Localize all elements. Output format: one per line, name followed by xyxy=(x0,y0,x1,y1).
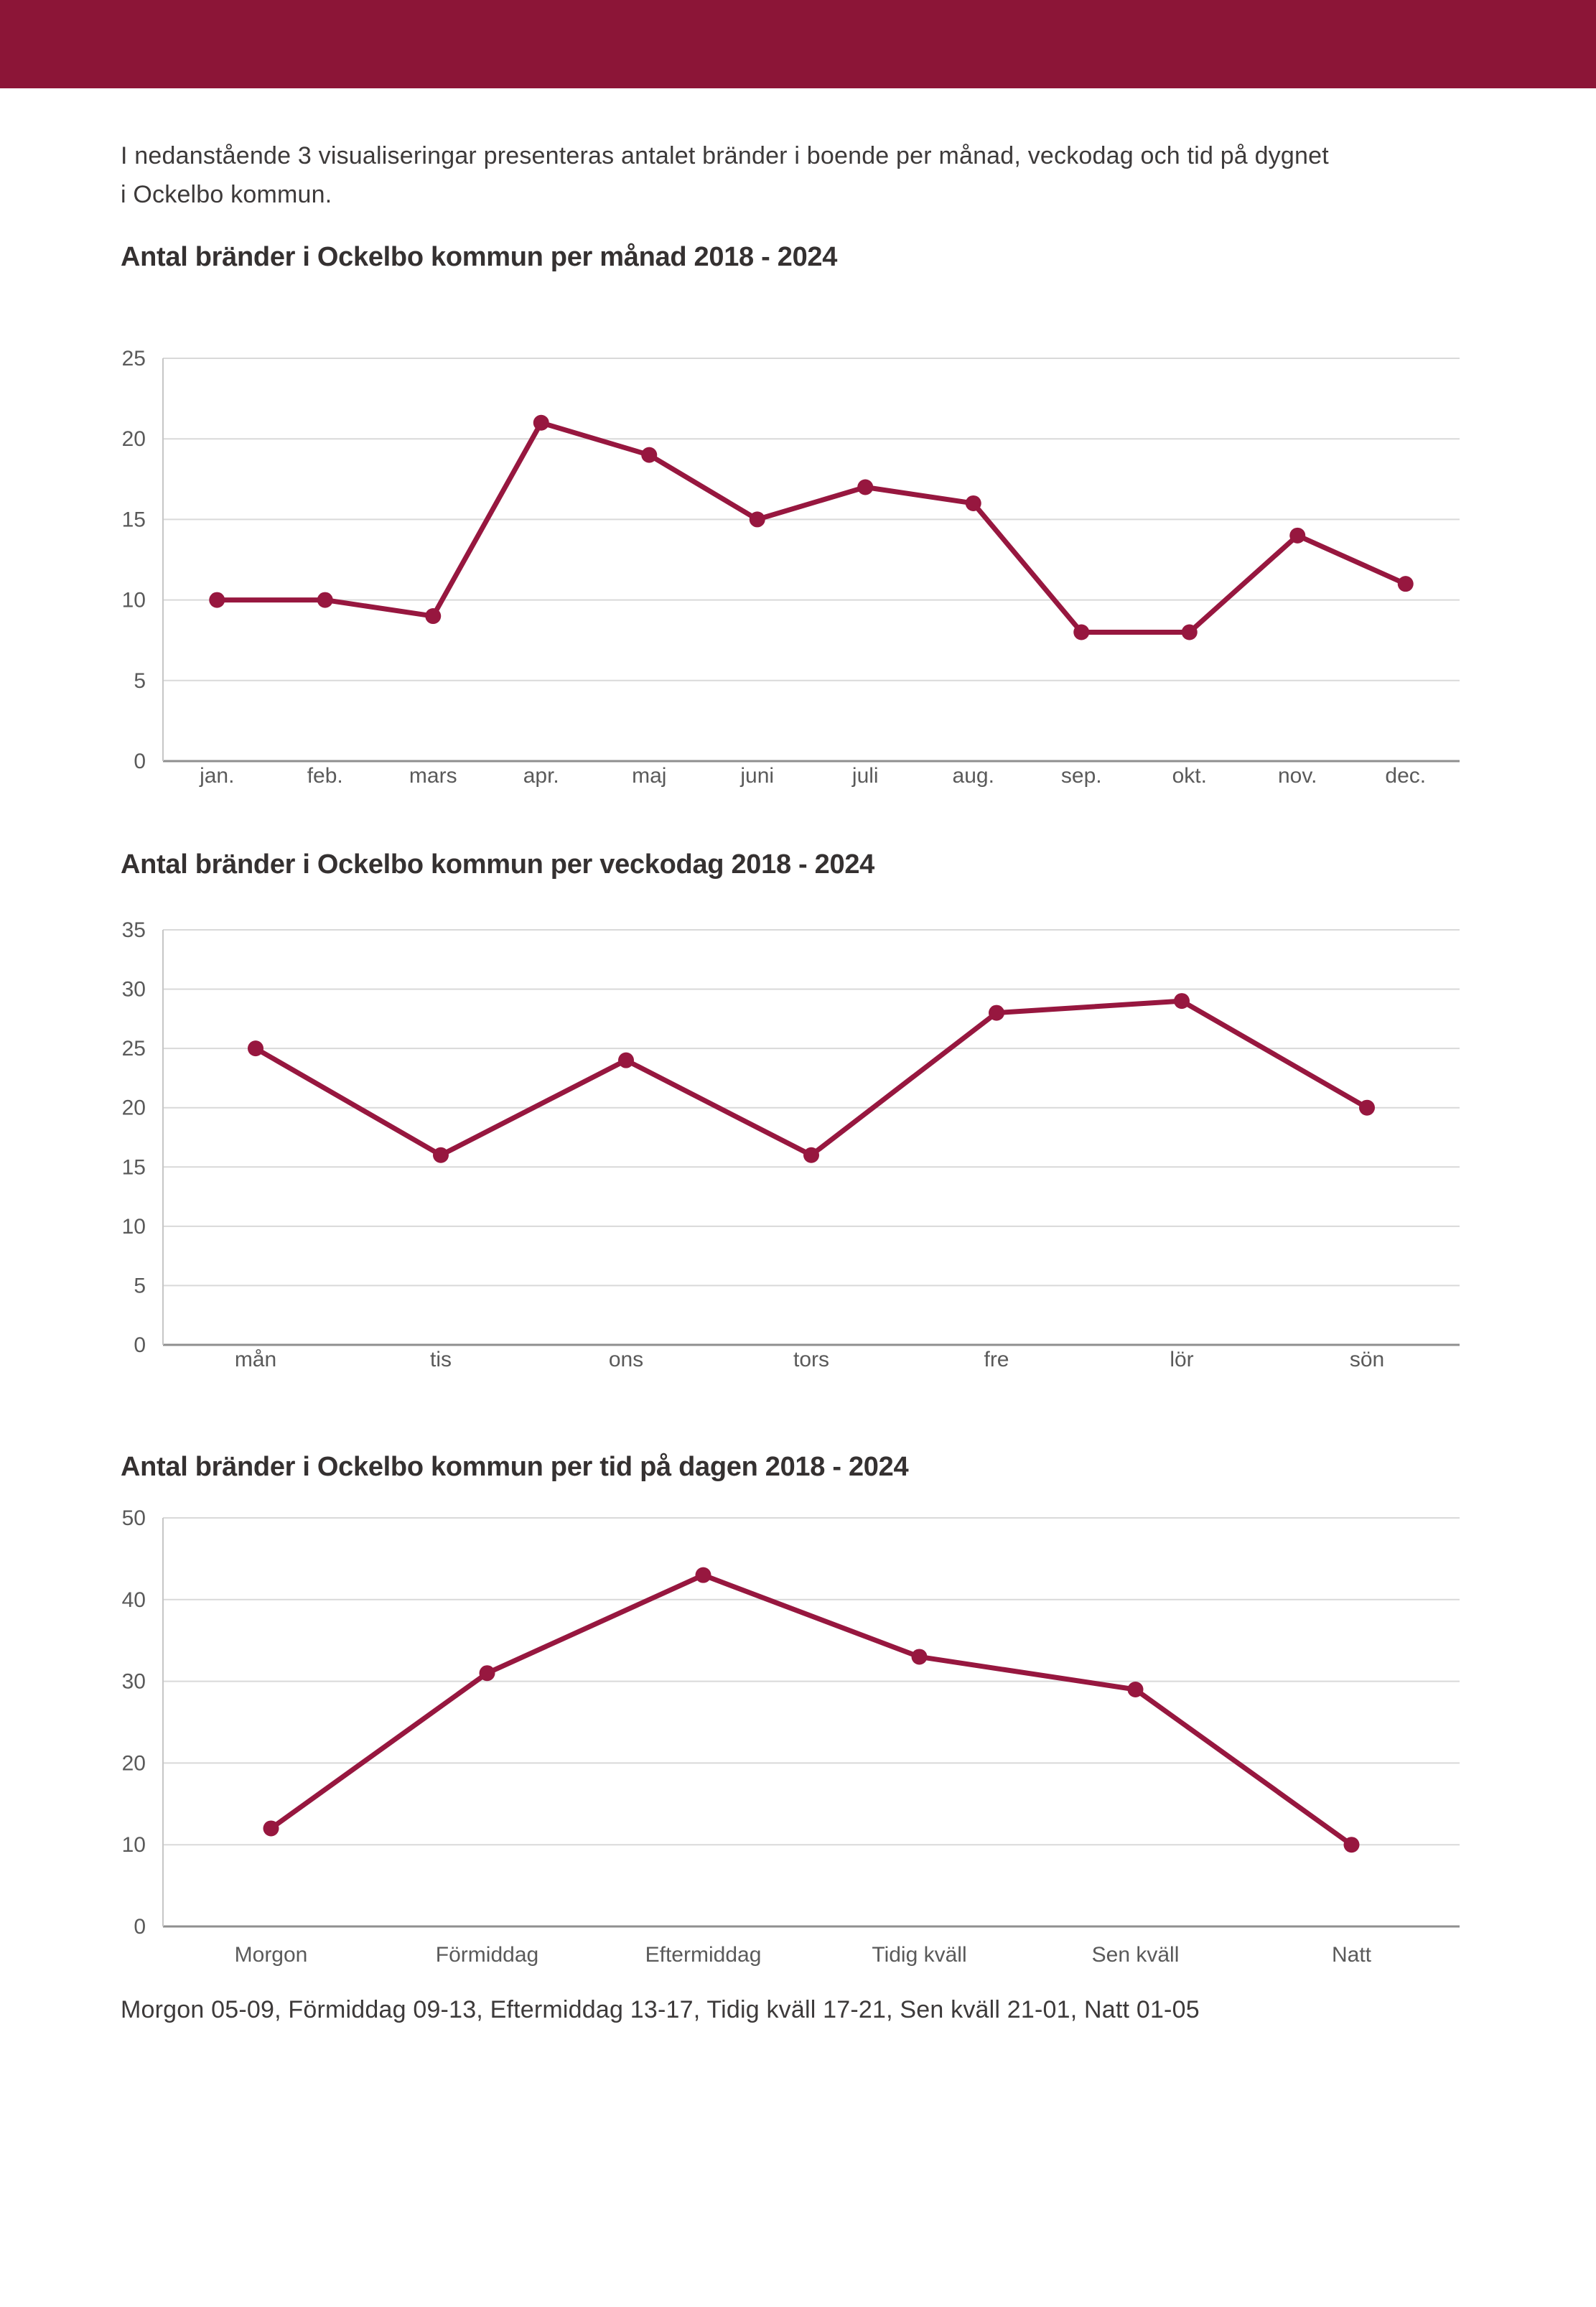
x-axis-label: Tidig kväll xyxy=(872,1943,966,1967)
x-axis-label: Morgon xyxy=(235,1943,308,1967)
x-axis-label: ons xyxy=(609,1348,643,1371)
x-axis-label: dec. xyxy=(1385,764,1426,788)
data-point xyxy=(425,608,442,625)
y-tick-label: 15 xyxy=(122,508,146,531)
y-tick-label: 5 xyxy=(134,1274,146,1297)
data-point xyxy=(433,1147,449,1163)
x-axis-label: apr. xyxy=(523,764,559,788)
data-point xyxy=(1174,993,1190,1010)
y-tick-label: 30 xyxy=(122,978,146,1002)
y-tick-label: 25 xyxy=(122,1037,146,1061)
x-axis-label: sep. xyxy=(1061,764,1102,788)
data-point xyxy=(479,1665,495,1682)
x-axis-label: feb. xyxy=(307,764,343,788)
y-tick-label: 10 xyxy=(122,1215,146,1239)
data-point xyxy=(749,511,765,528)
data-line xyxy=(214,420,1409,635)
data-point xyxy=(209,592,225,608)
x-axis-label: aug. xyxy=(953,764,994,788)
x-axis-label: tis xyxy=(430,1348,452,1371)
line-chart-fires-per-month: 0 5 10 15 20 25 jan. feb. mars apr. maj juni juli aug… xyxy=(122,347,1460,788)
x-axis-label: Eftermiddag xyxy=(645,1943,762,1967)
data-line xyxy=(269,1572,1354,1847)
data-point xyxy=(618,1052,634,1068)
x-axis-label: lör xyxy=(1170,1348,1193,1371)
line-chart-fires-per-weekday: 0 5 10 15 20 25 30 35 mån tis ons tors fre lör sön xyxy=(122,918,1460,1371)
y-tick-label: 35 xyxy=(122,918,146,942)
y-tick-label: 20 xyxy=(122,1751,146,1775)
data-point xyxy=(911,1649,928,1665)
data-point xyxy=(803,1147,819,1163)
x-axis-label: Natt xyxy=(1332,1943,1372,1967)
chart-title-time-of-day: Antal bränder i Ockelbo kommun per tid p… xyxy=(121,1452,909,1482)
x-axis-label: nov. xyxy=(1278,764,1317,788)
data-point xyxy=(989,1005,1004,1021)
data-point xyxy=(1397,576,1414,592)
data-point xyxy=(1343,1837,1360,1853)
data-point xyxy=(641,447,658,463)
y-tick-label: 20 xyxy=(122,1096,146,1120)
y-tick-label: 5 xyxy=(134,669,146,693)
line-chart-fires-per-time-of-day: 0 10 20 30 40 50 Morgon Förmiddag Eftermiddag Tid… xyxy=(122,1506,1460,1967)
x-axis-label: jan. xyxy=(199,764,234,788)
data-point xyxy=(1289,527,1306,544)
header-bar xyxy=(0,0,1596,88)
y-tick-label: 0 xyxy=(134,1333,146,1357)
intro-line-1: I nedanstående 3 visualiseringar present… xyxy=(121,142,1329,169)
x-axis-label: mars xyxy=(409,764,457,788)
data-point xyxy=(248,1040,263,1057)
data-point xyxy=(1127,1681,1144,1697)
data-point xyxy=(263,1820,279,1837)
y-tick-label: 20 xyxy=(122,427,146,451)
y-tick-label: 10 xyxy=(122,1833,146,1857)
x-axis-label: Förmiddag xyxy=(436,1943,538,1967)
y-tick-label: 25 xyxy=(122,347,146,370)
chart-title-weekday: Antal bränder i Ockelbo kommun per vecko… xyxy=(121,849,875,880)
data-point xyxy=(857,479,874,495)
chart-title-monthly: Antal bränder i Ockelbo kommun per månad… xyxy=(121,242,838,272)
x-axis-label: juni xyxy=(739,764,774,788)
x-axis-label: tors xyxy=(793,1348,829,1371)
x-axis-label: mån xyxy=(235,1348,276,1371)
data-point xyxy=(533,414,549,431)
x-axis-label: okt. xyxy=(1172,764,1207,788)
data-point xyxy=(1073,624,1090,640)
data-point xyxy=(317,592,333,608)
x-axis-label: juli xyxy=(851,764,879,788)
x-axis-label: fre xyxy=(984,1348,1009,1371)
y-tick-label: 40 xyxy=(122,1588,146,1612)
y-tick-label: 0 xyxy=(134,750,146,773)
time-interval-note: Morgon 05-09, Förmiddag 09-13, Eftermidd… xyxy=(121,1996,1200,2023)
y-tick-label: 0 xyxy=(134,1915,146,1939)
data-point xyxy=(1359,1099,1375,1116)
data-line xyxy=(253,998,1370,1158)
y-tick-label: 50 xyxy=(122,1506,146,1530)
intro-line-2: i Ockelbo kommun. xyxy=(121,181,332,208)
x-axis-label: sön xyxy=(1350,1348,1384,1371)
intro-text: I nedanstående 3 visualiseringar present… xyxy=(121,136,1485,214)
y-tick-label: 10 xyxy=(122,589,146,612)
x-axis-label: Sen kväll xyxy=(1092,1943,1180,1967)
data-point xyxy=(965,495,981,511)
y-tick-label: 15 xyxy=(122,1155,146,1179)
data-point xyxy=(695,1567,711,1583)
data-point xyxy=(1181,624,1198,640)
x-axis-label: maj xyxy=(632,764,666,788)
y-tick-label: 30 xyxy=(122,1670,146,1694)
